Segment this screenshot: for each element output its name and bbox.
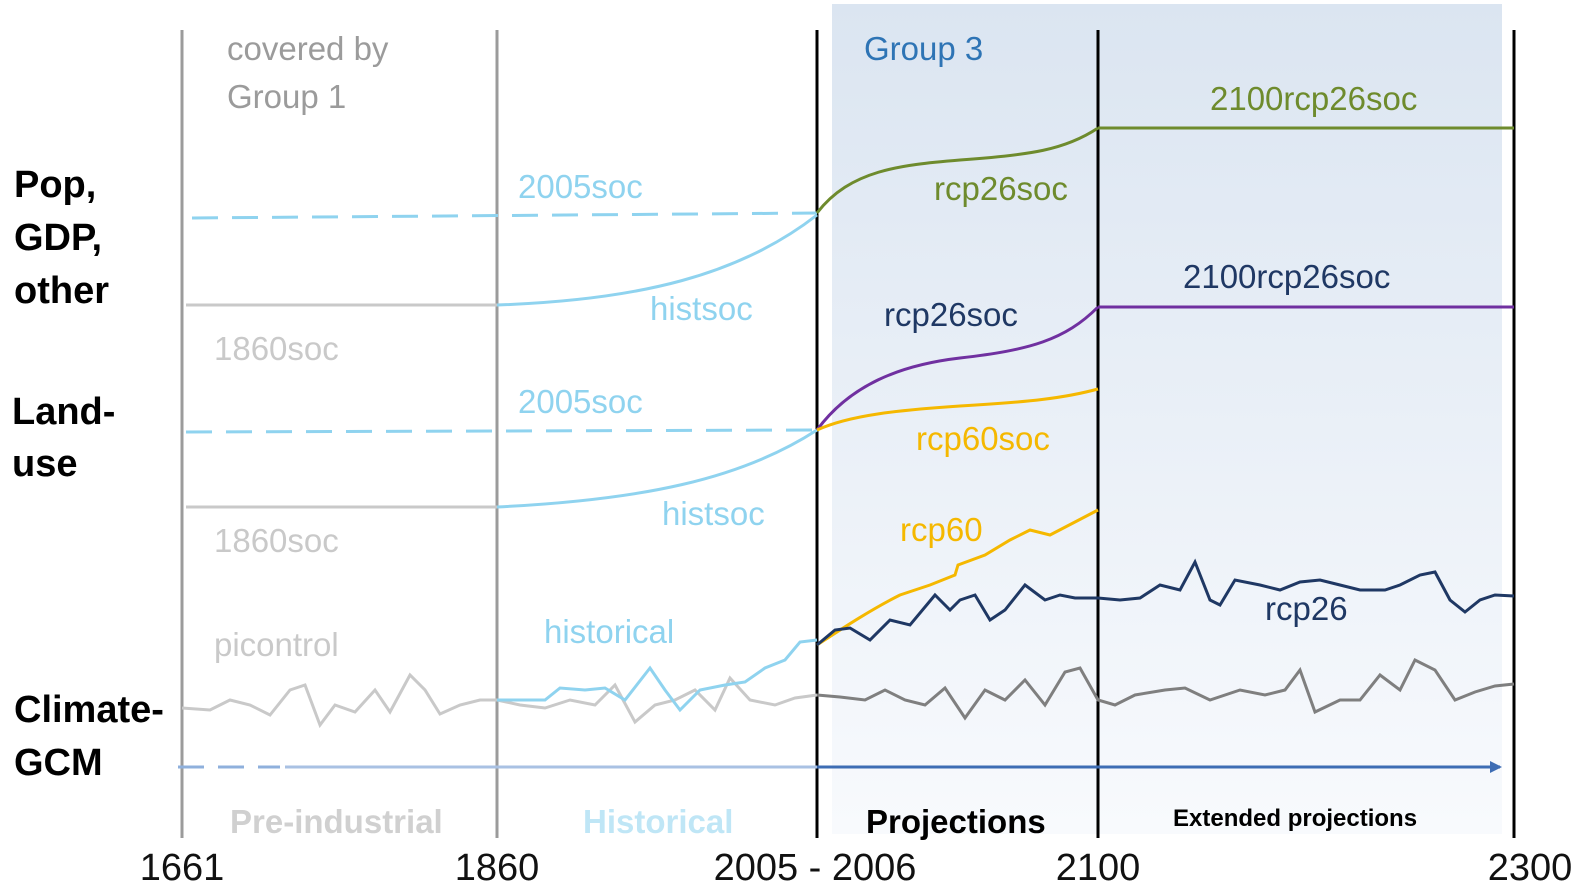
label-land-rcp26soc: rcp26soc <box>884 296 1018 333</box>
label-historical: historical <box>544 613 674 650</box>
label-land-2100rcp26soc: 2100rcp26soc <box>1183 258 1390 295</box>
label-pop-rcp26soc: rcp26soc <box>934 170 1068 207</box>
climate-picontrol-wave <box>181 672 497 729</box>
period-preindustrial: Pre-industrial <box>230 803 443 840</box>
label-pop-2005soc: 2005soc <box>518 168 643 205</box>
tick-1860: 1860 <box>455 847 540 889</box>
climate-grey-historical-wave <box>496 675 818 725</box>
climate-rcp60-curve <box>816 508 1099 647</box>
label-land-histsoc: histsoc <box>662 495 765 532</box>
climate-historical-wave <box>497 638 818 713</box>
pop-2005soc-dashed <box>191 211 818 220</box>
land-histsoc-curve <box>496 428 818 509</box>
climate-future-grey-wave <box>816 657 1515 721</box>
label-land-1860soc: 1860soc <box>214 522 339 559</box>
group3-band <box>832 4 1502 834</box>
covered-by-group1-line1: covered by <box>227 30 389 67</box>
tick-2300: 2300 <box>1488 847 1573 889</box>
pop-rcp26soc-curve <box>815 126 1099 214</box>
land-rcp60soc-curve <box>816 387 1099 432</box>
label-land-2005soc: 2005soc <box>518 383 643 420</box>
row-label-pop-3: other <box>14 270 109 312</box>
row-label-climate-1: Climate- <box>14 689 164 731</box>
label-rcp26: rcp26 <box>1265 590 1348 627</box>
period-historical: Historical <box>583 803 733 840</box>
group3-label: Group 3 <box>864 30 983 67</box>
land-2005soc-dashed <box>185 428 818 434</box>
row-label-pop-1: Pop, <box>14 164 96 206</box>
row-label-pop-2: GDP, <box>14 217 102 259</box>
tick-1661: 1661 <box>140 847 225 889</box>
label-picontrol: picontrol <box>214 626 339 663</box>
tick-2100: 2100 <box>1056 847 1141 889</box>
covered-by-group1-line2: Group 1 <box>227 78 346 115</box>
tick-2005-2006: 2005 - 2006 <box>714 847 917 889</box>
row-label-land-1: Land- <box>12 391 115 433</box>
row-label-land-2: use <box>12 443 77 485</box>
pop-histsoc-curve <box>496 213 818 307</box>
land-rcp26soc-curve <box>815 305 1100 431</box>
label-pop-1860soc: 1860soc <box>214 330 339 367</box>
label-land-rcp60soc: rcp60soc <box>916 420 1050 457</box>
label-pop-histsoc: histsoc <box>650 290 753 327</box>
label-pop-2100rcp26soc: 2100rcp26soc <box>1210 80 1417 117</box>
row-label-climate-2: GCM <box>14 742 103 784</box>
period-extended: Extended projections <box>1173 805 1417 832</box>
period-projections: Projections <box>866 803 1046 840</box>
climate-rcp26-wave <box>816 558 1515 647</box>
label-rcp60: rcp60 <box>900 511 983 548</box>
